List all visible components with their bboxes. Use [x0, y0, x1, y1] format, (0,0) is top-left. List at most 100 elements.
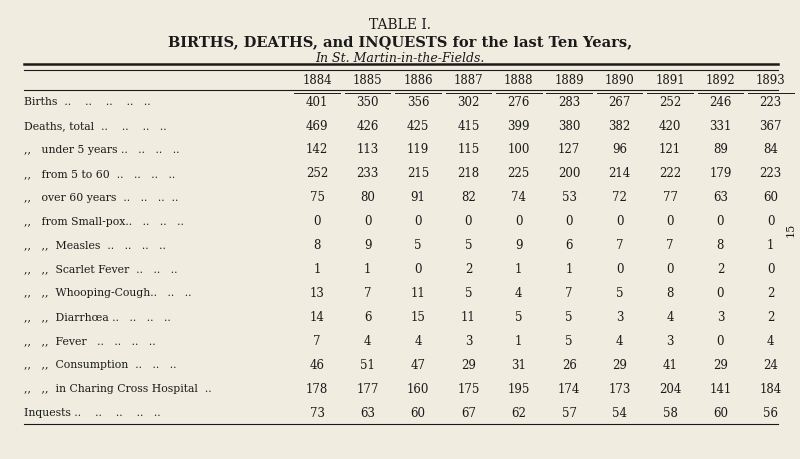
Text: 77: 77 [662, 191, 678, 204]
Text: 73: 73 [310, 406, 325, 419]
Text: 1: 1 [364, 263, 371, 275]
Text: 0: 0 [666, 215, 674, 228]
Text: 0: 0 [616, 215, 623, 228]
Text: 0: 0 [767, 215, 774, 228]
Text: 62: 62 [511, 406, 526, 419]
Text: 2: 2 [767, 310, 774, 323]
Text: 0: 0 [717, 215, 724, 228]
Text: 6: 6 [566, 239, 573, 252]
Text: Inquests ..    ..    ..    ..   ..: Inquests .. .. .. .. .. [24, 407, 161, 417]
Text: 223: 223 [760, 95, 782, 108]
Text: 56: 56 [763, 406, 778, 419]
Text: 51: 51 [360, 358, 375, 371]
Text: 214: 214 [609, 167, 630, 180]
Text: Births  ..    ..    ..    ..   ..: Births .. .. .. .. .. [24, 97, 150, 107]
Text: ,,   from Small-pox..   ..   ..   ..: ,, from Small-pox.. .. .. .. [24, 216, 184, 226]
Text: TABLE I.: TABLE I. [369, 18, 431, 32]
Text: 47: 47 [410, 358, 426, 371]
Text: 200: 200 [558, 167, 580, 180]
Text: 41: 41 [662, 358, 678, 371]
Text: 29: 29 [461, 358, 476, 371]
Text: 60: 60 [410, 406, 426, 419]
Text: 5: 5 [465, 239, 472, 252]
Text: 469: 469 [306, 119, 329, 132]
Text: 218: 218 [458, 167, 479, 180]
Text: 2: 2 [465, 263, 472, 275]
Text: 31: 31 [511, 358, 526, 371]
Text: 1886: 1886 [403, 74, 433, 87]
Text: 204: 204 [659, 382, 681, 395]
Text: 1887: 1887 [454, 74, 483, 87]
Text: 29: 29 [612, 358, 627, 371]
Text: 63: 63 [713, 191, 728, 204]
Text: 9: 9 [364, 239, 371, 252]
Text: 115: 115 [458, 143, 479, 156]
Text: 119: 119 [407, 143, 429, 156]
Text: 7: 7 [616, 239, 623, 252]
Text: ,,   ,,  Diarrhœa ..   ..   ..   ..: ,, ,, Diarrhœa .. .. .. .. [24, 312, 170, 322]
Text: 0: 0 [515, 215, 522, 228]
Text: 54: 54 [612, 406, 627, 419]
Text: 91: 91 [410, 191, 426, 204]
Text: ,,   over 60 years  ..   ..   ..  ..: ,, over 60 years .. .. .. .. [24, 192, 178, 202]
Text: 8: 8 [314, 239, 321, 252]
Text: 0: 0 [414, 215, 422, 228]
Text: 415: 415 [458, 119, 479, 132]
Text: 3: 3 [717, 310, 724, 323]
Text: 179: 179 [710, 167, 731, 180]
Text: 399: 399 [507, 119, 530, 132]
Text: 74: 74 [511, 191, 526, 204]
Text: 252: 252 [659, 95, 681, 108]
Text: In St. Martin-in-the-Fields.: In St. Martin-in-the-Fields. [315, 51, 485, 64]
Text: 4: 4 [364, 334, 371, 347]
Text: 15: 15 [410, 310, 426, 323]
Text: 1893: 1893 [756, 74, 786, 87]
Text: 1888: 1888 [504, 74, 534, 87]
Text: 127: 127 [558, 143, 580, 156]
Text: 2: 2 [767, 286, 774, 299]
Text: 11: 11 [410, 286, 426, 299]
Text: 58: 58 [662, 406, 678, 419]
Text: 2: 2 [717, 263, 724, 275]
Text: 1889: 1889 [554, 74, 584, 87]
Text: 60: 60 [763, 191, 778, 204]
Text: 350: 350 [356, 95, 379, 108]
Text: 276: 276 [508, 95, 530, 108]
Text: 160: 160 [407, 382, 429, 395]
Text: 1: 1 [767, 239, 774, 252]
Text: 0: 0 [666, 263, 674, 275]
Text: 13: 13 [310, 286, 325, 299]
Text: 141: 141 [710, 382, 731, 395]
Text: 177: 177 [357, 382, 378, 395]
Text: ,,   ,,  Measles  ..   ..   ..   ..: ,, ,, Measles .. .. .. .. [24, 240, 166, 250]
Text: 5: 5 [566, 334, 573, 347]
Text: 100: 100 [508, 143, 530, 156]
Text: 4: 4 [515, 286, 522, 299]
Text: ,,   ,,  Scarlet Fever  ..   ..   ..: ,, ,, Scarlet Fever .. .. .. [24, 264, 178, 274]
Text: 267: 267 [609, 95, 630, 108]
Text: 80: 80 [360, 191, 375, 204]
Text: 0: 0 [314, 215, 321, 228]
Text: 63: 63 [360, 406, 375, 419]
Text: 53: 53 [562, 191, 577, 204]
Text: 3: 3 [666, 334, 674, 347]
Text: ,,   ,,  Consumption  ..   ..   ..: ,, ,, Consumption .. .. .. [24, 359, 177, 369]
Text: 82: 82 [461, 191, 476, 204]
Text: 420: 420 [659, 119, 681, 132]
Text: 11: 11 [461, 310, 476, 323]
Text: 215: 215 [407, 167, 429, 180]
Text: ,,   from 5 to 60  ..   ..   ..   ..: ,, from 5 to 60 .. .. .. .. [24, 168, 175, 179]
Text: 1: 1 [515, 263, 522, 275]
Text: 1: 1 [314, 263, 321, 275]
Text: 15: 15 [786, 223, 795, 236]
Text: 84: 84 [763, 143, 778, 156]
Text: Deaths, total  ..    ..    ..   ..: Deaths, total .. .. .. .. [24, 121, 166, 131]
Text: 6: 6 [364, 310, 371, 323]
Text: 175: 175 [458, 382, 479, 395]
Text: 0: 0 [717, 334, 724, 347]
Text: 367: 367 [759, 119, 782, 132]
Text: 9: 9 [515, 239, 522, 252]
Text: 8: 8 [666, 286, 674, 299]
Text: 0: 0 [717, 286, 724, 299]
Text: 7: 7 [364, 286, 371, 299]
